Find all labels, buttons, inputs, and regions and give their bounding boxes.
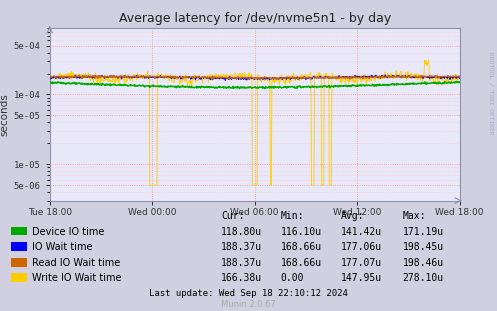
Text: Cur:: Cur: [221,211,245,221]
Text: Write IO Wait time: Write IO Wait time [32,273,122,283]
Text: 278.10u: 278.10u [403,273,444,283]
Y-axis label: seconds: seconds [0,93,9,136]
Text: Device IO time: Device IO time [32,227,105,237]
Text: 168.66u: 168.66u [281,242,322,252]
Text: Max:: Max: [403,211,426,221]
Text: 141.42u: 141.42u [340,227,382,237]
Text: 177.07u: 177.07u [340,258,382,268]
Text: 0.00: 0.00 [281,273,304,283]
Text: 168.66u: 168.66u [281,258,322,268]
Text: RRDTOOL / TOBI OETIKER: RRDTOOL / TOBI OETIKER [488,52,493,135]
Text: 198.45u: 198.45u [403,242,444,252]
Text: 166.38u: 166.38u [221,273,262,283]
Text: Read IO Wait time: Read IO Wait time [32,258,121,268]
Text: 188.37u: 188.37u [221,242,262,252]
Text: 198.46u: 198.46u [403,258,444,268]
Text: Last update: Wed Sep 18 22:10:12 2024: Last update: Wed Sep 18 22:10:12 2024 [149,289,348,298]
Text: 177.06u: 177.06u [340,242,382,252]
Text: Avg:: Avg: [340,211,364,221]
Text: Min:: Min: [281,211,304,221]
Text: 188.37u: 188.37u [221,258,262,268]
Text: 118.80u: 118.80u [221,227,262,237]
Text: Munin 2.0.67: Munin 2.0.67 [221,300,276,309]
Title: Average latency for /dev/nvme5n1 - by day: Average latency for /dev/nvme5n1 - by da… [119,12,391,26]
Text: 116.10u: 116.10u [281,227,322,237]
Text: 171.19u: 171.19u [403,227,444,237]
Text: 147.95u: 147.95u [340,273,382,283]
Text: IO Wait time: IO Wait time [32,242,93,252]
